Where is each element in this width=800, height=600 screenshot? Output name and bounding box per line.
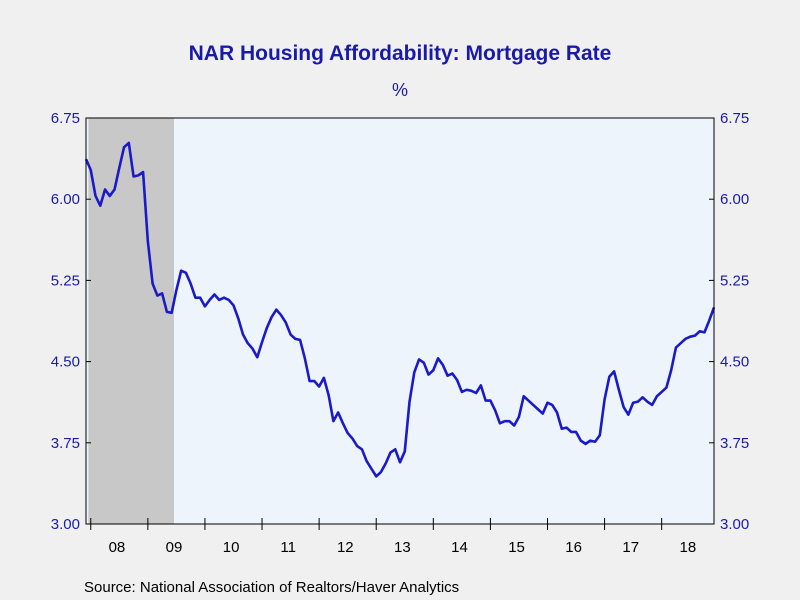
x-tick-label: 12 <box>337 539 354 556</box>
series-line <box>84 141 716 478</box>
y-tick-label-right: 3.75 <box>720 435 749 452</box>
plot-background <box>86 118 714 524</box>
y-tick-label-right: 4.50 <box>720 354 749 371</box>
y-tick-label-right: 6.00 <box>720 191 749 208</box>
x-tick-label: 17 <box>622 539 639 556</box>
x-tick-label: 10 <box>223 539 240 556</box>
x-tick-label: 16 <box>565 539 582 556</box>
x-tick-label: 14 <box>451 539 468 556</box>
y-tick-label-left: 6.00 <box>51 191 80 208</box>
recession-shading <box>88 118 175 524</box>
chart-title: NAR Housing Affordability: Mortgage Rate <box>189 42 612 65</box>
plot-frame <box>85 117 715 525</box>
x-tick-label: 18 <box>679 539 696 556</box>
x-tick-label: 08 <box>109 539 126 556</box>
y-tick-label-right: 3.00 <box>720 516 749 533</box>
x-tick-label: 09 <box>166 539 183 556</box>
y-tick-label-right: 5.25 <box>720 272 749 289</box>
y-tick-label-right: 6.75 <box>720 110 749 127</box>
y-tick-label-left: 6.75 <box>51 110 80 127</box>
y-tick-label-left: 3.75 <box>51 435 80 452</box>
y-tick-label-left: 5.25 <box>51 272 80 289</box>
source-note: Source: National Association of Realtors… <box>84 579 459 596</box>
x-tick-label: 15 <box>508 539 525 556</box>
y-tick-label-left: 4.50 <box>51 354 80 371</box>
y-tick-label-left: 3.00 <box>51 516 80 533</box>
chart-unit-label: % <box>392 80 408 100</box>
x-tick-label: 11 <box>280 539 296 556</box>
x-tick-label: 13 <box>394 539 411 556</box>
plot-area: 3.00 3.00 3.75 3.75 4.50 4.50 5.25 5.25 6.00 6.00… <box>51 110 749 556</box>
